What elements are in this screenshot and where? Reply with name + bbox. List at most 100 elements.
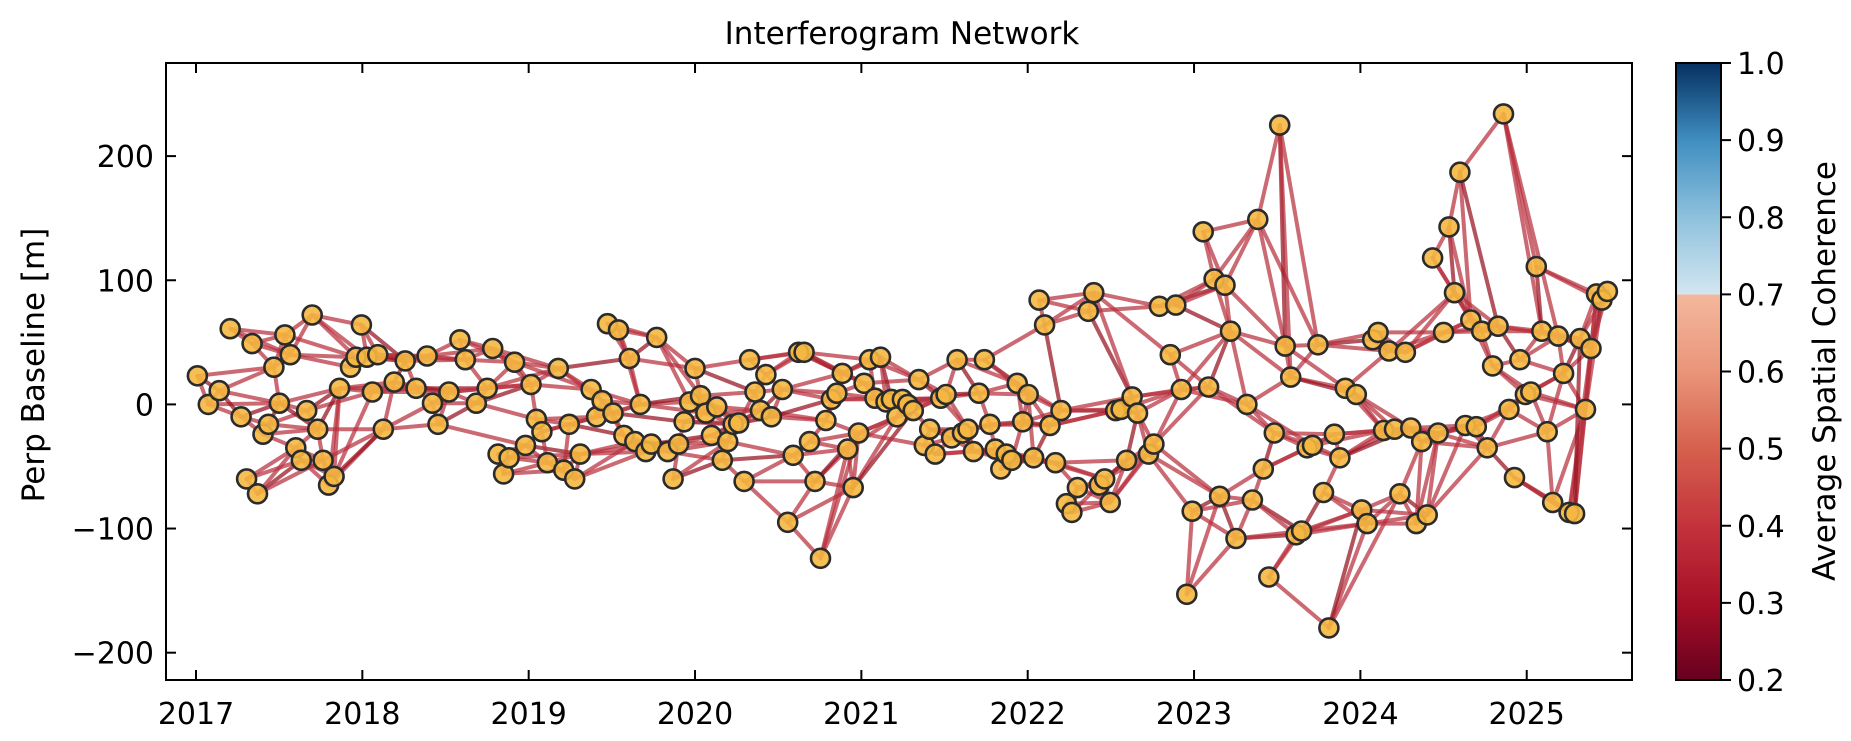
interferogram-edge xyxy=(1457,111,1506,175)
acquisition-point xyxy=(733,470,755,493)
interferogram-edge xyxy=(1572,336,1582,516)
acquisition-point xyxy=(1126,402,1149,424)
colorbar-tick-label: 0.3 xyxy=(1737,587,1785,622)
acquisition-point xyxy=(279,343,302,366)
interferogram-edge xyxy=(1151,385,1211,447)
acquisition-point xyxy=(1345,383,1368,406)
acquisition-point xyxy=(268,392,291,415)
acquisition-point xyxy=(771,378,794,401)
acquisition-point xyxy=(1563,502,1586,525)
acquisition-point xyxy=(847,422,870,444)
acquisition-point xyxy=(1252,458,1275,480)
acquisition-point xyxy=(208,379,230,402)
acquisition-point xyxy=(263,356,285,379)
acquisition-point xyxy=(1465,415,1488,438)
y-tick-label: −100 xyxy=(72,513,154,548)
x-tick-label: 2024 xyxy=(1322,697,1398,732)
y-tick-label: 100 xyxy=(97,264,154,299)
interferogram-edge xyxy=(720,453,796,463)
acquisition-point xyxy=(869,346,892,369)
acquisition-point xyxy=(1552,362,1575,385)
acquisition-point xyxy=(1236,393,1258,416)
acquisition-point xyxy=(1268,114,1291,136)
y-tick-label: 0 xyxy=(135,388,154,423)
acquisition-point xyxy=(667,433,690,455)
acquisition-point xyxy=(361,381,384,403)
interferogram-edge xyxy=(1212,217,1260,281)
acquisition-point xyxy=(306,418,329,441)
interferogram-edge xyxy=(1545,429,1555,505)
interferogram-edge xyxy=(1387,290,1457,353)
interferogram-edge xyxy=(1184,536,1238,597)
colorbar-tick-label: 0.9 xyxy=(1737,124,1785,159)
interferogram-edge xyxy=(1184,509,1195,597)
acquisition-point xyxy=(1427,422,1449,444)
interferogram-edge xyxy=(1277,123,1293,380)
acquisition-point xyxy=(1274,335,1296,357)
acquisition-point xyxy=(421,392,444,415)
interferogram-edge xyxy=(1228,329,1249,407)
acquisition-point xyxy=(968,382,990,405)
acquisition-point xyxy=(907,368,930,391)
acquisition-point xyxy=(1099,491,1121,514)
acquisition-point xyxy=(503,351,526,374)
colorbar-tick-label: 0.7 xyxy=(1737,278,1785,313)
acquisition-point xyxy=(1394,341,1417,364)
interferogram-edge xyxy=(611,411,687,424)
acquisition-point xyxy=(1356,512,1378,535)
acquisition-point xyxy=(842,476,865,499)
acquisition-point xyxy=(825,382,848,405)
interferogram-edge xyxy=(1091,290,1135,399)
acquisition-point xyxy=(836,438,859,460)
acquisition-point xyxy=(1159,343,1182,366)
acquisition-point xyxy=(1170,378,1193,401)
interferogram-edge xyxy=(1419,439,1490,450)
acquisition-point xyxy=(1050,399,1072,422)
plot-frame xyxy=(165,62,1633,681)
acquisition-point xyxy=(1247,208,1269,231)
acquisition-point xyxy=(1044,451,1067,474)
acquisition-point xyxy=(1115,449,1138,472)
acquisition-point xyxy=(569,443,592,465)
acquisition-point xyxy=(1077,300,1100,323)
interferogram-edge xyxy=(1053,458,1129,465)
interferogram-edge xyxy=(282,332,358,360)
acquisition-point xyxy=(1476,436,1498,459)
colorbar-tick-label: 0.5 xyxy=(1737,433,1785,468)
acquisition-point xyxy=(1181,500,1203,523)
interferogram-edge xyxy=(1326,491,1402,630)
acquisition-point xyxy=(1596,280,1619,303)
interferogram-edge xyxy=(1255,123,1282,222)
x-tick-label: 2025 xyxy=(1489,697,1565,732)
acquisition-point xyxy=(246,482,269,505)
interferogram-edge xyxy=(1277,123,1320,347)
acquisition-point xyxy=(1438,216,1460,238)
acquisition-point xyxy=(219,317,241,340)
acquisition-point xyxy=(449,328,471,351)
acquisition-point xyxy=(257,413,280,436)
interferogram-edge xyxy=(671,439,730,481)
acquisition-point xyxy=(295,399,318,422)
interferogram-edge xyxy=(1146,452,1195,514)
interferogram-edge xyxy=(1457,170,1473,322)
interferogram-edge xyxy=(1179,329,1233,392)
acquisition-point xyxy=(1525,255,1548,278)
acquisition-point xyxy=(1022,446,1045,469)
acquisition-point xyxy=(1520,381,1542,403)
acquisition-point xyxy=(1536,420,1558,443)
acquisition-point xyxy=(946,348,968,371)
colorbar-label: Average Spatial Coherence xyxy=(1807,161,1843,581)
interferogram-edge xyxy=(436,422,528,448)
acquisition-point xyxy=(1214,274,1236,297)
acquisition-point xyxy=(607,319,630,341)
interferogram-edge xyxy=(206,401,282,407)
acquisition-point xyxy=(1083,281,1105,304)
acquisition-point xyxy=(957,418,979,441)
acquisition-point xyxy=(962,440,985,463)
acquisition-point xyxy=(1011,410,1034,433)
y-tick-label: −200 xyxy=(72,637,154,672)
colorbar-tick-label: 0.2 xyxy=(1737,664,1785,699)
acquisition-point xyxy=(438,381,460,403)
acquisition-point xyxy=(1241,489,1264,511)
interferogram-edge xyxy=(1283,344,1348,391)
